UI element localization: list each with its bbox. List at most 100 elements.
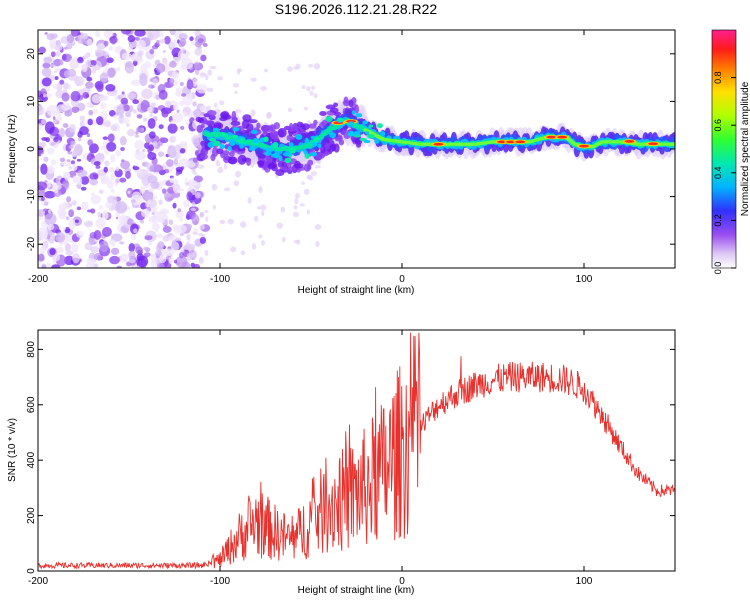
snr-y-label: SNR (10 * v/v) (7, 418, 18, 482)
noise-blob (72, 149, 78, 157)
noise-blob (140, 219, 145, 224)
noise-blob (63, 46, 68, 50)
noise-blob (108, 45, 114, 51)
noise-blob (287, 66, 293, 72)
noise-blob (122, 254, 128, 258)
noise-blob (296, 239, 301, 245)
ridge-fragment (239, 143, 244, 149)
noise-blob (159, 137, 165, 142)
noise-blob (42, 62, 51, 69)
noise-blob (303, 188, 310, 195)
noise-blob (128, 45, 133, 51)
noise-blob (196, 84, 208, 94)
noise-blob (261, 210, 265, 217)
noise-blob (206, 87, 214, 93)
noise-blob (142, 117, 148, 122)
ridge-fragment (368, 124, 374, 128)
x-tick-label: -100 (210, 274, 230, 285)
noise-blob (161, 109, 169, 118)
noise-blob (52, 118, 58, 124)
noise-blob (168, 235, 178, 242)
noise-blob (310, 170, 318, 177)
noise-blob (108, 110, 116, 117)
noise-blob (260, 86, 267, 91)
noise-blob (177, 154, 182, 158)
noise-blob (184, 181, 190, 186)
ridge-blob (208, 114, 216, 121)
noise-blob (132, 99, 139, 105)
noise-blob (127, 190, 131, 194)
noise-blob (156, 233, 164, 239)
noise-blob (168, 77, 175, 85)
noise-blob (311, 85, 315, 90)
noise-blob (303, 106, 309, 111)
ridge-fragment (304, 153, 310, 159)
ridge-hotspot (648, 142, 659, 146)
y-tick-label: 0 (26, 146, 37, 152)
noise-blob (126, 218, 134, 225)
noise-blob (207, 69, 213, 76)
noise-blob (43, 201, 49, 206)
noise-blob (90, 192, 95, 196)
noise-blob (134, 151, 146, 161)
noise-blob (143, 246, 148, 251)
noise-blob (204, 249, 209, 257)
spectrogram-y-ticks: -20 -10 0 10 20 (26, 48, 675, 251)
ridge-fragment (248, 146, 256, 151)
noise-blob (266, 112, 272, 120)
ridge-fragment (231, 134, 239, 138)
noise-blob (179, 218, 184, 222)
noise-blob (103, 30, 114, 39)
noise-blob (280, 206, 286, 213)
ridge-fragment (221, 133, 227, 138)
noise-blob (41, 77, 52, 87)
noise-blob (186, 233, 191, 240)
x-tick-label: 100 (576, 576, 593, 587)
noise-blob (77, 137, 82, 142)
noise-blob (64, 255, 75, 266)
noise-blob (135, 246, 143, 254)
noise-blob (139, 186, 146, 194)
noise-blob (119, 241, 125, 245)
noise-blob (163, 49, 166, 53)
ridge-hotspot (546, 135, 557, 139)
noise-blob (151, 223, 160, 231)
noise-blob (92, 173, 98, 179)
noise-blob (106, 141, 117, 152)
x-tick-label: 100 (576, 274, 593, 285)
ridge-fragment (252, 137, 260, 144)
noise-blob (116, 105, 125, 116)
noise-blob (86, 258, 95, 265)
noise-blob (91, 94, 102, 104)
noise-blob (110, 188, 115, 193)
ridge-blob (216, 148, 224, 155)
noise-blob (177, 208, 182, 213)
noise-blob (134, 30, 146, 37)
noise-blob (71, 200, 77, 206)
noise-blob (62, 226, 67, 230)
ridge-fragment (317, 143, 322, 148)
noise-blob (173, 158, 178, 165)
noise-blob (47, 223, 55, 231)
noise-blob (115, 178, 120, 184)
noise-blob (124, 61, 135, 74)
noise-blob (39, 246, 46, 255)
noise-blob (203, 210, 209, 214)
ridge-fragment (374, 139, 380, 144)
noise-blob (205, 216, 209, 222)
noise-blob (80, 175, 90, 185)
noise-blob (95, 165, 101, 169)
noise-blob (70, 90, 81, 102)
noise-blob (150, 102, 156, 108)
noise-blob (44, 121, 55, 134)
noise-blob (70, 160, 76, 165)
noise-blob (175, 209, 184, 219)
x-tick-label: 0 (399, 576, 405, 587)
noise-blob (191, 189, 197, 195)
noise-blob (230, 246, 237, 253)
noise-blob (68, 218, 76, 230)
noise-blob (186, 253, 193, 262)
noise-blob (149, 48, 155, 55)
noise-blob (137, 39, 146, 50)
noise-blob (59, 208, 67, 217)
